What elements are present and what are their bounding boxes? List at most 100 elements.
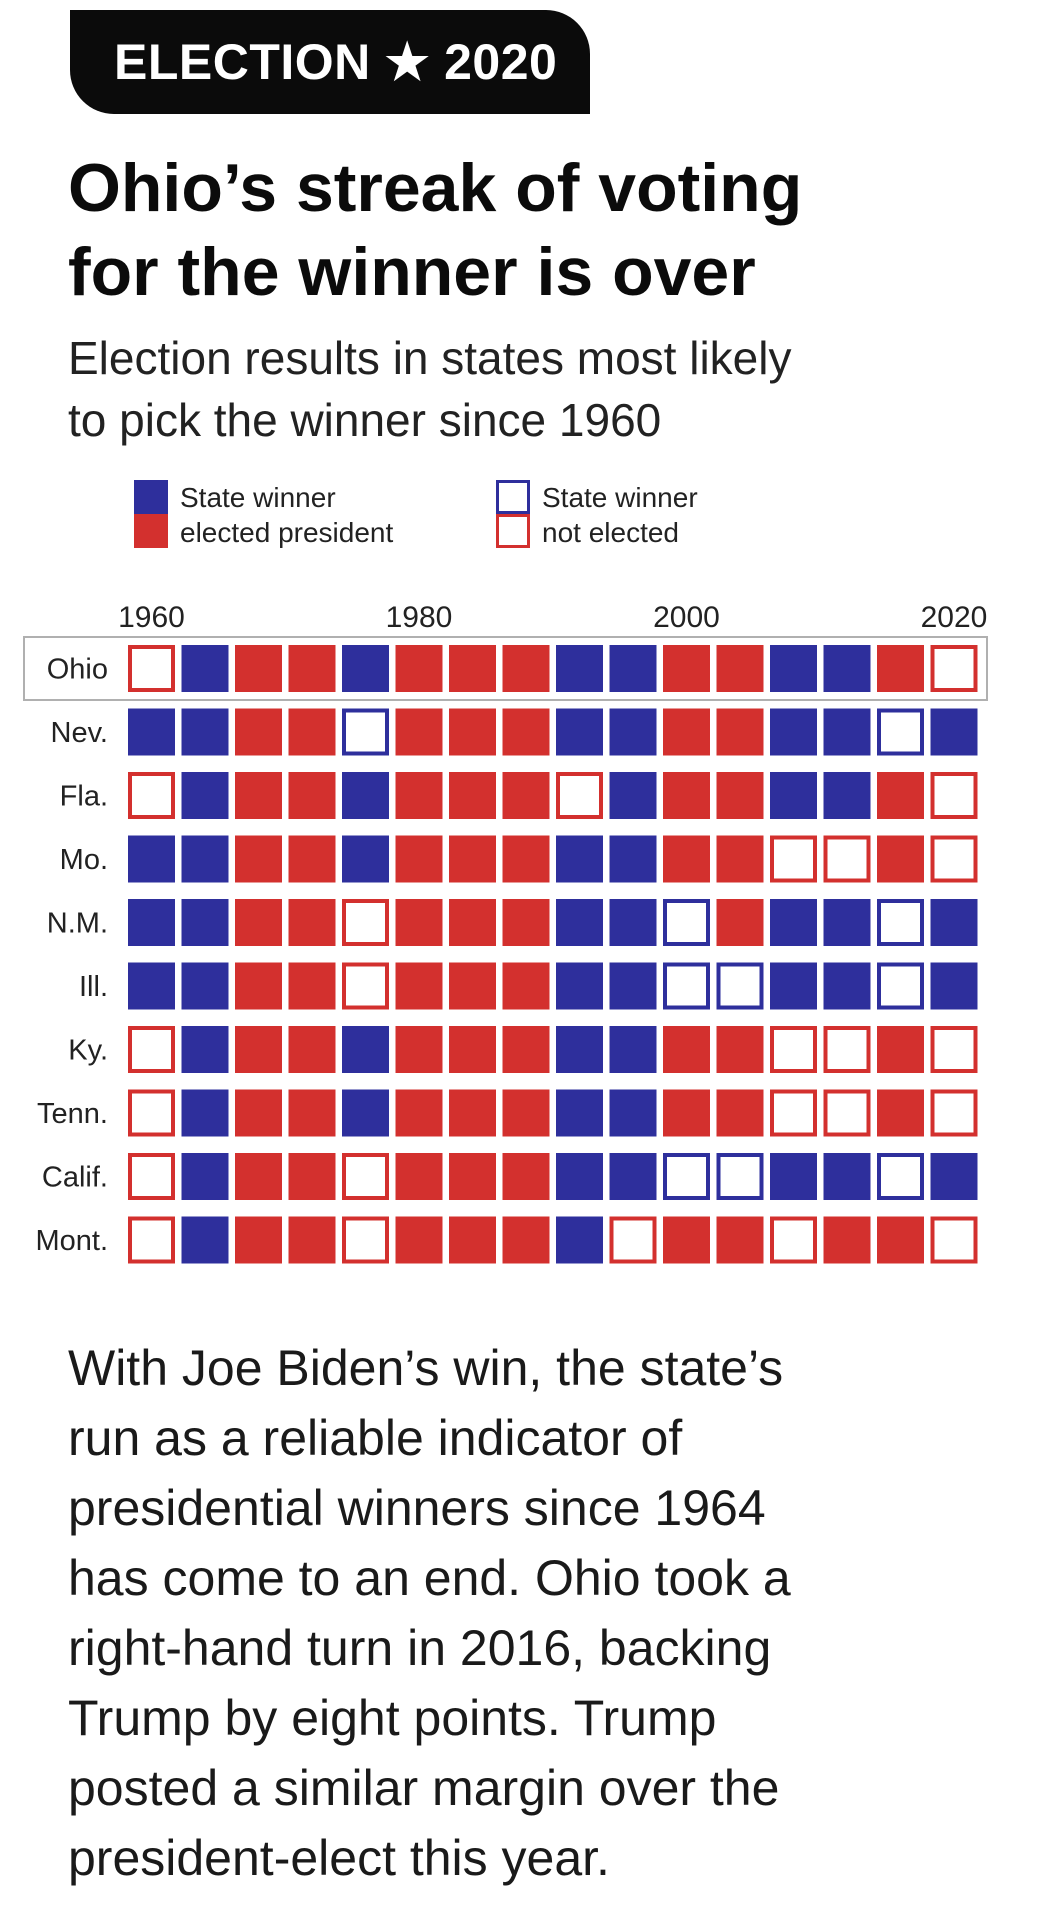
body-line: With Joe Biden’s win, the state’s bbox=[68, 1340, 784, 1396]
result-cell-open bbox=[877, 708, 924, 756]
result-cell bbox=[770, 1153, 817, 1200]
result-cell bbox=[288, 708, 336, 756]
legend-rep-swatch bbox=[134, 514, 168, 548]
result-cell bbox=[181, 708, 229, 756]
body-line: Trump by eight points. Trump bbox=[68, 1690, 717, 1746]
result-cell bbox=[288, 645, 336, 692]
result-cell-open bbox=[877, 899, 924, 946]
result-cell bbox=[770, 772, 817, 819]
result-cell bbox=[823, 899, 871, 946]
result-cell bbox=[556, 899, 603, 946]
result-cell bbox=[609, 962, 657, 1010]
result-cell bbox=[502, 835, 550, 883]
legend-elected: State winner elected president bbox=[134, 480, 393, 550]
result-cell-open bbox=[823, 1026, 871, 1073]
election-2020-tag: ELECTION ★ 2020 bbox=[70, 10, 590, 114]
result-cell-open bbox=[716, 962, 764, 1010]
result-cell-open bbox=[342, 1153, 389, 1200]
result-cell bbox=[342, 835, 389, 883]
result-cell bbox=[716, 835, 764, 883]
result-cell bbox=[395, 1216, 443, 1264]
result-cell bbox=[449, 1216, 496, 1264]
result-cell bbox=[556, 835, 603, 883]
state-label: Ohio bbox=[47, 654, 108, 686]
result-cell bbox=[609, 1026, 657, 1073]
state-label: Ky. bbox=[68, 1035, 108, 1067]
result-cell bbox=[930, 1153, 978, 1200]
result-cell-open bbox=[770, 835, 817, 883]
result-cell-open bbox=[877, 1153, 924, 1200]
result-cell-open bbox=[128, 1153, 175, 1200]
result-cell bbox=[288, 835, 336, 883]
result-cell bbox=[288, 899, 336, 946]
result-cell bbox=[930, 708, 978, 756]
result-cell bbox=[823, 645, 871, 692]
title-line: for the winner is over bbox=[68, 234, 756, 310]
result-cell bbox=[181, 1089, 229, 1137]
result-cell bbox=[502, 962, 550, 1010]
result-cell-open bbox=[128, 1216, 175, 1264]
legend-not-elected-line: not elected bbox=[542, 517, 679, 548]
result-cell bbox=[556, 1153, 603, 1200]
result-cell bbox=[342, 1026, 389, 1073]
result-cell bbox=[609, 899, 657, 946]
page-subtitle: Election results in states most likely t… bbox=[68, 327, 1028, 451]
state-label: Calif. bbox=[42, 1162, 108, 1194]
result-cell bbox=[716, 772, 764, 819]
state-label: Fla. bbox=[60, 781, 108, 813]
result-cell bbox=[770, 962, 817, 1010]
body-line: president-elect this year. bbox=[68, 1830, 610, 1886]
result-cell bbox=[877, 645, 924, 692]
result-cell bbox=[449, 1026, 496, 1073]
result-cell bbox=[502, 645, 550, 692]
result-cell bbox=[502, 1026, 550, 1073]
result-cell bbox=[342, 772, 389, 819]
result-cell bbox=[556, 1216, 603, 1264]
tag-year-label: 2020 bbox=[444, 34, 558, 90]
result-cell bbox=[663, 772, 710, 819]
state-label: Tenn. bbox=[37, 1098, 108, 1130]
subtitle-line: Election results in states most likely bbox=[68, 332, 792, 384]
result-cell bbox=[449, 708, 496, 756]
legend-not-elected-line: State winner bbox=[542, 482, 698, 513]
body-line: presidential winners since 1964 bbox=[68, 1480, 766, 1536]
result-cell bbox=[823, 962, 871, 1010]
result-cell bbox=[502, 708, 550, 756]
result-cell-open bbox=[823, 1089, 871, 1137]
result-cell bbox=[877, 772, 924, 819]
legend-elected-swatches bbox=[134, 480, 168, 548]
result-cell bbox=[342, 645, 389, 692]
result-cell-open bbox=[930, 835, 978, 883]
result-cell bbox=[877, 835, 924, 883]
result-cell bbox=[288, 962, 336, 1010]
result-cell-open bbox=[716, 1153, 764, 1200]
result-cell-open bbox=[663, 1153, 710, 1200]
result-cell-open bbox=[128, 772, 175, 819]
page-title: Ohio’s streak of voting for the winner i… bbox=[68, 146, 1028, 314]
result-cell bbox=[930, 962, 978, 1010]
result-cell bbox=[449, 1153, 496, 1200]
result-cell-open bbox=[128, 1026, 175, 1073]
result-cell bbox=[823, 1216, 871, 1264]
body-line: posted a similar margin over the bbox=[68, 1760, 780, 1816]
result-cell-open bbox=[930, 772, 978, 819]
result-cell-open bbox=[342, 708, 389, 756]
result-cell-open bbox=[128, 1089, 175, 1137]
result-cell-open bbox=[877, 962, 924, 1010]
body-line: right-hand turn in 2016, backing bbox=[68, 1620, 772, 1676]
result-cell bbox=[235, 708, 282, 756]
result-cell bbox=[235, 1216, 282, 1264]
result-cell bbox=[235, 899, 282, 946]
result-cell bbox=[181, 1153, 229, 1200]
result-cell-open bbox=[342, 962, 389, 1010]
highlight-box bbox=[23, 636, 988, 701]
result-cell bbox=[609, 645, 657, 692]
result-cell bbox=[395, 772, 443, 819]
result-cell-open bbox=[770, 1089, 817, 1137]
legend-elected-line: elected president bbox=[180, 517, 394, 548]
result-cell bbox=[877, 1216, 924, 1264]
legend-dem-open-swatch bbox=[496, 480, 530, 514]
result-cell-open bbox=[556, 772, 603, 819]
result-cell bbox=[181, 835, 229, 883]
result-cell-open bbox=[930, 1216, 978, 1264]
